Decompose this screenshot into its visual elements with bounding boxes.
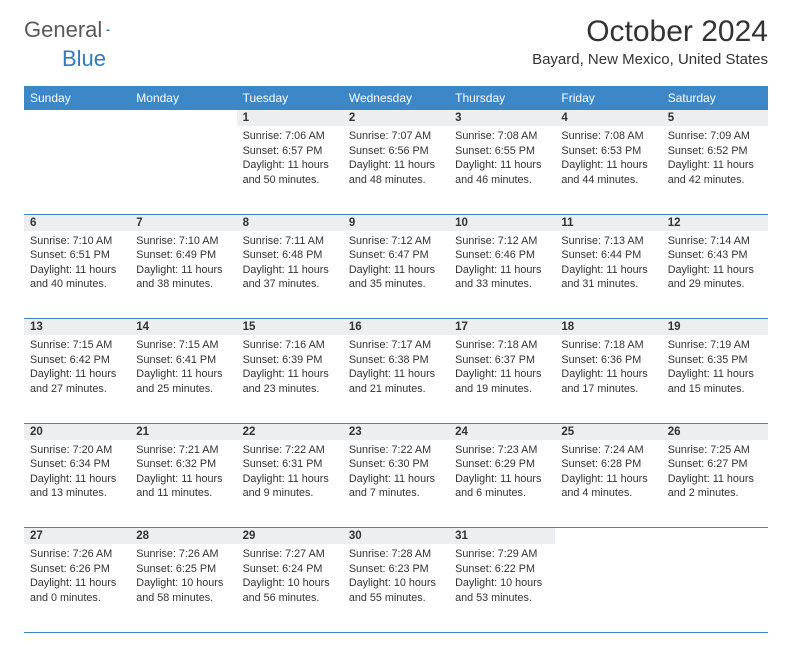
day-number: 13 [24,319,130,336]
logo-triangle-icon [106,22,110,38]
day-cell: Sunrise: 7:08 AMSunset: 6:53 PMDaylight:… [555,126,661,214]
day-cell: Sunrise: 7:29 AMSunset: 6:22 PMDaylight:… [449,544,555,632]
day-number: 24 [449,423,555,440]
day-header: Wednesday [343,86,449,110]
day-number: 20 [24,423,130,440]
day-number: 15 [237,319,343,336]
day-number: 14 [130,319,236,336]
day-number [24,110,130,126]
day-number: 11 [555,214,661,231]
day-number: 25 [555,423,661,440]
day-cell: Sunrise: 7:25 AMSunset: 6:27 PMDaylight:… [662,440,768,528]
day-cell [555,544,661,632]
day-cell: Sunrise: 7:19 AMSunset: 6:35 PMDaylight:… [662,335,768,423]
day-cell: Sunrise: 7:27 AMSunset: 6:24 PMDaylight:… [237,544,343,632]
day-cell: Sunrise: 7:23 AMSunset: 6:29 PMDaylight:… [449,440,555,528]
day-cell: Sunrise: 7:22 AMSunset: 6:31 PMDaylight:… [237,440,343,528]
day-cell: Sunrise: 7:06 AMSunset: 6:57 PMDaylight:… [237,126,343,214]
day-cell: Sunrise: 7:16 AMSunset: 6:39 PMDaylight:… [237,335,343,423]
day-cell: Sunrise: 7:12 AMSunset: 6:47 PMDaylight:… [343,231,449,319]
day-number: 1 [237,110,343,126]
day-number: 26 [662,423,768,440]
day-cell: Sunrise: 7:28 AMSunset: 6:23 PMDaylight:… [343,544,449,632]
day-number: 16 [343,319,449,336]
day-cell: Sunrise: 7:20 AMSunset: 6:34 PMDaylight:… [24,440,130,528]
day-number [130,110,236,126]
day-cell [130,126,236,214]
day-number: 30 [343,528,449,545]
day-cell: Sunrise: 7:13 AMSunset: 6:44 PMDaylight:… [555,231,661,319]
day-cell: Sunrise: 7:12 AMSunset: 6:46 PMDaylight:… [449,231,555,319]
day-cell: Sunrise: 7:18 AMSunset: 6:37 PMDaylight:… [449,335,555,423]
day-header: Monday [130,86,236,110]
day-number [555,528,661,545]
day-cell [24,126,130,214]
logo: General [24,17,130,43]
day-header: Friday [555,86,661,110]
location: Bayard, New Mexico, United States [532,51,768,68]
day-header: Thursday [449,86,555,110]
day-number [662,528,768,545]
day-cell: Sunrise: 7:15 AMSunset: 6:42 PMDaylight:… [24,335,130,423]
calendar-table: SundayMondayTuesdayWednesdayThursdayFrid… [24,86,768,633]
day-number: 3 [449,110,555,126]
day-number: 29 [237,528,343,545]
day-cell: Sunrise: 7:10 AMSunset: 6:51 PMDaylight:… [24,231,130,319]
day-number: 17 [449,319,555,336]
day-number: 7 [130,214,236,231]
day-number: 22 [237,423,343,440]
day-cell: Sunrise: 7:08 AMSunset: 6:55 PMDaylight:… [449,126,555,214]
day-number: 2 [343,110,449,126]
day-cell: Sunrise: 7:11 AMSunset: 6:48 PMDaylight:… [237,231,343,319]
day-cell: Sunrise: 7:10 AMSunset: 6:49 PMDaylight:… [130,231,236,319]
day-number: 21 [130,423,236,440]
month-title: October 2024 [532,15,768,49]
logo-text-2: Blue [62,46,106,72]
day-number: 5 [662,110,768,126]
day-cell: Sunrise: 7:21 AMSunset: 6:32 PMDaylight:… [130,440,236,528]
day-number: 27 [24,528,130,545]
day-number: 12 [662,214,768,231]
day-cell: Sunrise: 7:26 AMSunset: 6:25 PMDaylight:… [130,544,236,632]
day-header: Sunday [24,86,130,110]
day-number: 23 [343,423,449,440]
day-cell: Sunrise: 7:07 AMSunset: 6:56 PMDaylight:… [343,126,449,214]
day-number: 19 [662,319,768,336]
day-cell: Sunrise: 7:24 AMSunset: 6:28 PMDaylight:… [555,440,661,528]
day-number: 6 [24,214,130,231]
title-block: October 2024 Bayard, New Mexico, United … [532,15,768,68]
day-header: Tuesday [237,86,343,110]
day-cell: Sunrise: 7:22 AMSunset: 6:30 PMDaylight:… [343,440,449,528]
day-number: 18 [555,319,661,336]
day-number: 31 [449,528,555,545]
day-cell: Sunrise: 7:09 AMSunset: 6:52 PMDaylight:… [662,126,768,214]
day-cell: Sunrise: 7:18 AMSunset: 6:36 PMDaylight:… [555,335,661,423]
day-cell: Sunrise: 7:17 AMSunset: 6:38 PMDaylight:… [343,335,449,423]
day-number: 28 [130,528,236,545]
day-cell: Sunrise: 7:14 AMSunset: 6:43 PMDaylight:… [662,231,768,319]
day-cell: Sunrise: 7:26 AMSunset: 6:26 PMDaylight:… [24,544,130,632]
day-header: Saturday [662,86,768,110]
day-number: 10 [449,214,555,231]
day-number: 8 [237,214,343,231]
logo-text-1: General [24,17,102,43]
day-cell: Sunrise: 7:15 AMSunset: 6:41 PMDaylight:… [130,335,236,423]
day-number: 9 [343,214,449,231]
day-number: 4 [555,110,661,126]
day-cell [662,544,768,632]
